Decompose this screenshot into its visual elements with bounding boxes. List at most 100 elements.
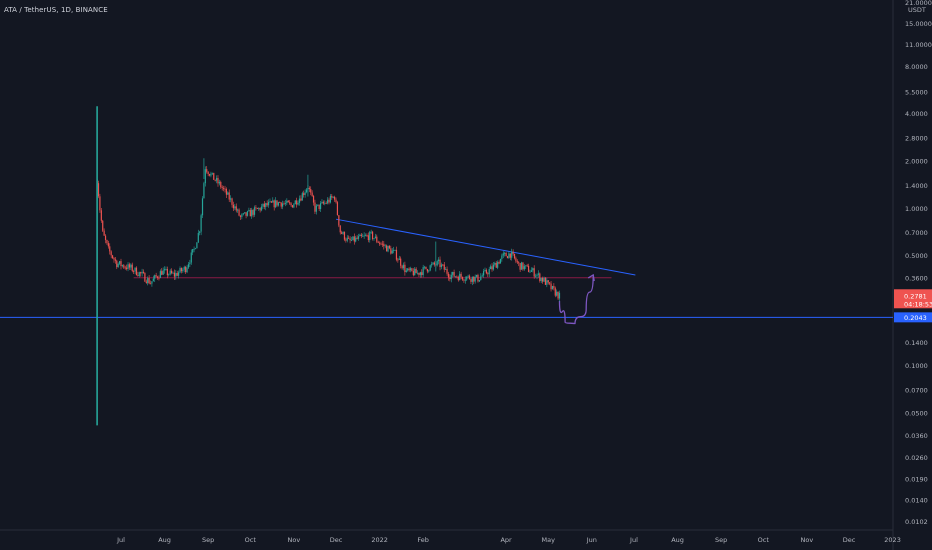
x-tick-label: Dec	[330, 536, 343, 544]
candle-body	[217, 177, 219, 184]
candle-body	[533, 268, 535, 277]
candle-body	[395, 249, 398, 260]
candle-body	[305, 189, 308, 193]
candle-body	[201, 198, 204, 216]
candle-body	[163, 269, 166, 271]
candle-body	[513, 253, 516, 259]
candle-body	[460, 273, 462, 277]
candle-body	[408, 268, 410, 271]
candle-body	[376, 236, 378, 242]
candle-body	[549, 282, 551, 284]
candle-body	[558, 292, 561, 299]
candle-body	[179, 267, 181, 273]
candle-body	[416, 272, 419, 274]
price-countdown: 04:18:53	[904, 300, 932, 308]
candle-body	[464, 279, 466, 281]
candle-body	[308, 187, 310, 190]
y-tick-label: 0.0700	[905, 386, 928, 394]
candle-body	[192, 249, 194, 253]
candle-body	[315, 205, 317, 212]
symbol-title[interactable]: ATA / TetherUS, 1D, BINANCE	[4, 6, 108, 14]
candle-body	[494, 262, 496, 265]
candle-body	[265, 203, 267, 208]
x-tick-label: May	[542, 536, 556, 544]
candle-body	[329, 195, 332, 203]
candle-body	[187, 264, 190, 268]
candle-body	[189, 262, 191, 265]
candle-body	[398, 258, 400, 260]
y-tick-label: 21.0000	[905, 0, 932, 7]
candle-body	[142, 271, 145, 273]
candle-body	[269, 201, 271, 203]
candle-body	[336, 202, 339, 216]
y-tick-label: 0.3600	[905, 275, 928, 283]
x-tick-label: Apr	[500, 536, 512, 544]
candle-body	[103, 230, 105, 236]
candle-body	[166, 269, 168, 276]
candle-body	[463, 279, 465, 281]
candle-body	[543, 277, 545, 282]
candles	[96, 106, 561, 426]
candle-body	[190, 252, 192, 263]
candle-body	[232, 204, 235, 209]
candle-body	[165, 269, 167, 270]
candle-body	[227, 192, 229, 195]
candle-body	[346, 237, 348, 241]
y-tick-label: 5.5000	[905, 88, 928, 96]
candle-body	[525, 265, 527, 267]
candle-body	[141, 271, 143, 274]
candle-body	[206, 169, 208, 172]
y-tick-label: 4.0000	[905, 110, 928, 118]
candle-body	[127, 264, 129, 269]
candle-body	[303, 193, 305, 195]
candle-body	[529, 271, 531, 273]
candle-body	[147, 278, 149, 283]
candle-body	[106, 239, 108, 244]
candle-body	[383, 243, 385, 247]
candle-body	[253, 207, 256, 215]
y-tick-label: 0.0260	[905, 454, 928, 462]
x-tick-label: Oct	[245, 536, 257, 544]
candle-body	[215, 177, 218, 181]
candle-body	[180, 267, 183, 272]
candle-body	[515, 258, 517, 262]
candle-body	[237, 209, 239, 211]
candle-body	[248, 210, 250, 212]
candle-body	[369, 231, 371, 241]
candle-body	[430, 264, 433, 266]
x-tick-label: Oct	[758, 536, 770, 544]
candle-body	[393, 249, 395, 251]
candle-body	[436, 261, 438, 266]
candle-body	[381, 243, 384, 245]
candle-body	[366, 235, 368, 237]
candle-body	[404, 264, 406, 273]
y-tick-label: 0.1000	[905, 362, 928, 370]
candle-body	[182, 269, 184, 272]
candle-body	[471, 276, 473, 282]
y-tick-label: 0.0140	[905, 496, 928, 504]
candle-body	[113, 257, 115, 260]
candle-body	[485, 269, 488, 274]
x-tick-label: Nov	[288, 536, 301, 544]
y-axis-unit: USDT	[908, 6, 926, 14]
candle-body	[356, 237, 358, 239]
candle-body	[526, 265, 528, 267]
x-tick-label: Sep	[202, 536, 214, 544]
candle-body	[324, 202, 326, 204]
hline-value: 0.2043	[904, 314, 927, 322]
candle-body	[222, 188, 225, 189]
x-tick-label: Dec	[843, 536, 856, 544]
x-tick-label: Jun	[586, 536, 597, 544]
candle-body	[196, 242, 198, 249]
candle-body	[256, 208, 258, 209]
candle-body	[539, 273, 541, 281]
candle-body	[426, 269, 428, 272]
candle-body	[117, 263, 119, 268]
candle-body	[314, 202, 316, 212]
drawings	[0, 218, 893, 325]
candle-body	[480, 276, 482, 281]
candle-body	[317, 204, 319, 206]
candle-body	[312, 195, 315, 203]
